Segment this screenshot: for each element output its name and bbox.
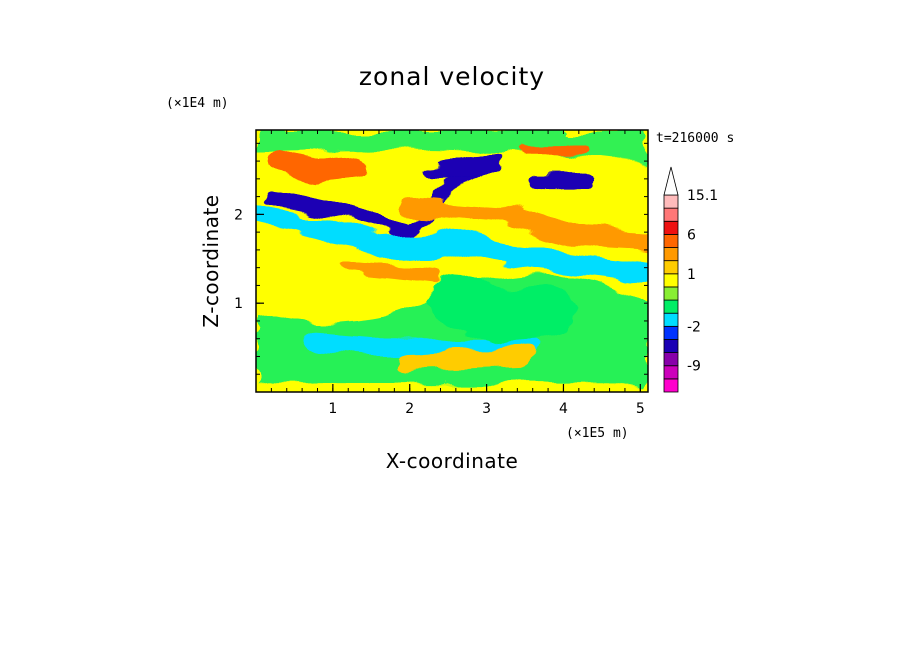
y-axis: 12 <box>234 142 648 375</box>
colorbar-box-4 <box>663 325 679 340</box>
field-band-7 <box>400 196 648 250</box>
colorbar-box-7 <box>663 286 679 301</box>
x-tick-label-4: 5 <box>636 401 645 417</box>
x-tick-label-0: 1 <box>328 401 337 417</box>
colorbar-box-14 <box>663 194 679 209</box>
field-band-5 <box>268 150 367 181</box>
colorbar-label-3: -2 <box>687 319 701 335</box>
colorbar-box-11 <box>663 233 679 248</box>
field-region-upper <box>256 130 648 166</box>
chart-title: zonal velocity <box>359 62 545 91</box>
colorbar: 15.1 6 1 -2 -9 <box>663 166 718 393</box>
colorbar-over-arrow <box>663 166 679 196</box>
colorbar-box-13 <box>663 207 679 222</box>
colorbar-box-6 <box>663 299 679 314</box>
x-axis-label: X-coordinate <box>386 449 519 473</box>
colorbar-box-5 <box>663 312 679 327</box>
field-band-4 <box>308 334 534 357</box>
colorbar-label-0: 15.1 <box>687 188 718 204</box>
colorbar-box-12 <box>663 220 679 235</box>
colorbar-label-2: 1 <box>687 267 696 283</box>
field-band-3 <box>256 203 648 283</box>
x-tick-label-3: 4 <box>559 401 568 417</box>
x-tick-label-2: 3 <box>482 401 491 417</box>
colorbar-box-3 <box>663 339 679 354</box>
colorbar-box-9 <box>663 260 679 275</box>
colorbar-box-0 <box>663 378 679 393</box>
time-label: t=216000 s <box>656 131 734 146</box>
x-tick-label-1: 2 <box>405 401 414 417</box>
x-axis: 1 2 3 4 5 <box>270 130 645 417</box>
colorbar-box-1 <box>663 365 679 380</box>
plot-frame <box>255 129 649 393</box>
field-band-10 <box>429 276 575 344</box>
field-band-8 <box>340 259 441 285</box>
colorbar-box-10 <box>663 247 679 262</box>
colorbar-box-2 <box>663 352 679 367</box>
field-band-9 <box>400 347 534 370</box>
y-tick-label-1: 2 <box>234 207 243 223</box>
y-tick-label-0: 1 <box>234 296 243 312</box>
y-axis-unit: (×1E4 m) <box>166 96 229 111</box>
colorbar-label-4: -9 <box>687 359 701 375</box>
y-axis-label: Z-coordinate <box>199 194 223 327</box>
x-axis-unit: (×1E5 m) <box>566 426 629 441</box>
colorbar-box-8 <box>663 273 679 288</box>
colorbar-label-1: 6 <box>687 227 696 243</box>
velocity-field <box>256 130 648 392</box>
field-band-1 <box>424 153 503 183</box>
